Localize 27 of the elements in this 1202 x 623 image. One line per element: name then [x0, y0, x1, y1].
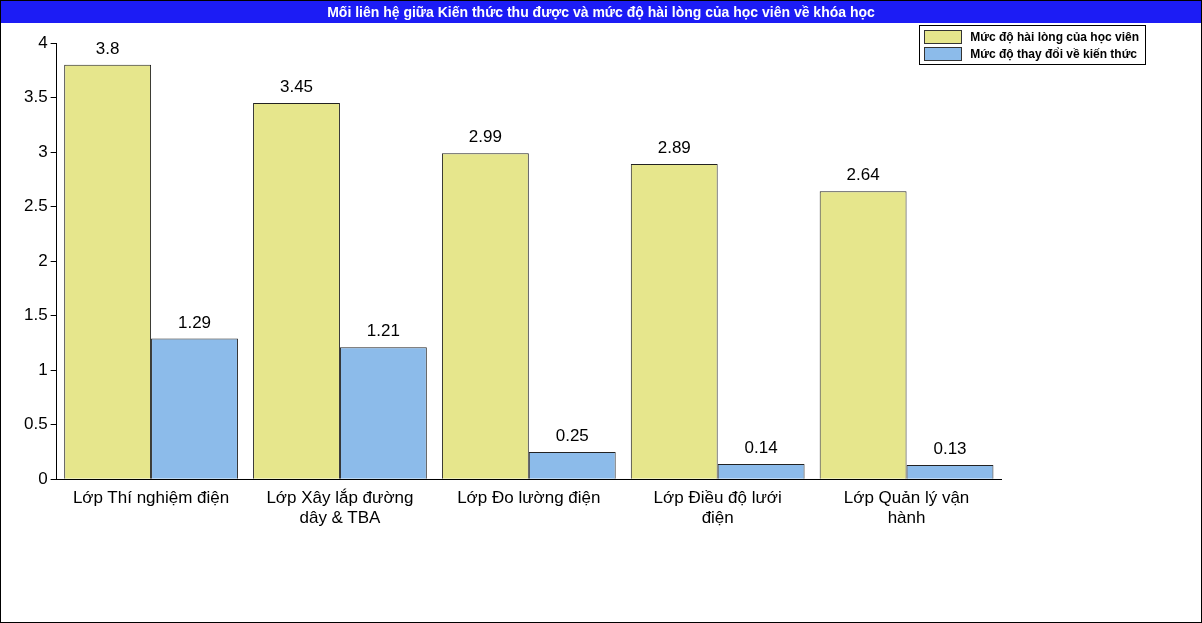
data-label: 0.13	[933, 439, 967, 459]
legend-label: Mức độ thay đổi về kiến thức	[970, 46, 1138, 61]
data-label: 3.45	[279, 77, 314, 97]
data-label: 2.64	[846, 165, 880, 185]
chart-title: Mối liên hệ giữa Kiến thức thu được và mức độ hài lòng của học viên về khóa học	[1, 1, 1201, 23]
y-tick-label: 0.5	[23, 414, 48, 434]
legend-label: Mức độ hài lòng của học viên	[970, 29, 1139, 44]
x-tick-label: Lớp Xây lắp đường dây & TBA	[266, 488, 414, 528]
y-tick-label: 3	[38, 141, 48, 161]
y-tick-label: 4	[38, 32, 48, 52]
y-tick-label: 1	[38, 359, 48, 379]
x-tick-label: Lớp Điều độ lưới điện	[653, 488, 782, 528]
data-label: 2.89	[657, 138, 691, 158]
data-label: 0.25	[555, 426, 589, 446]
y-tick-label: 0	[38, 468, 48, 488]
y-tick-label: 1.5	[23, 305, 48, 325]
x-tick-label: Lớp Thí nghiệm điện	[72, 488, 230, 508]
data-label: 3.8	[95, 39, 120, 58]
y-tick-label: 2	[38, 250, 48, 270]
y-tick-label: 2.5	[23, 196, 48, 216]
data-label: 0.14	[744, 438, 778, 458]
x-tick-label: Lớp Quản lý vận hành	[843, 488, 970, 528]
data-label: 1.29	[177, 312, 212, 332]
x-tick-label: Lớp Đo lường điện	[457, 488, 601, 508]
data-label: 2.99	[468, 127, 502, 147]
y-tick-label: 3.5	[23, 87, 48, 107]
data-label: 1.21	[366, 321, 400, 341]
